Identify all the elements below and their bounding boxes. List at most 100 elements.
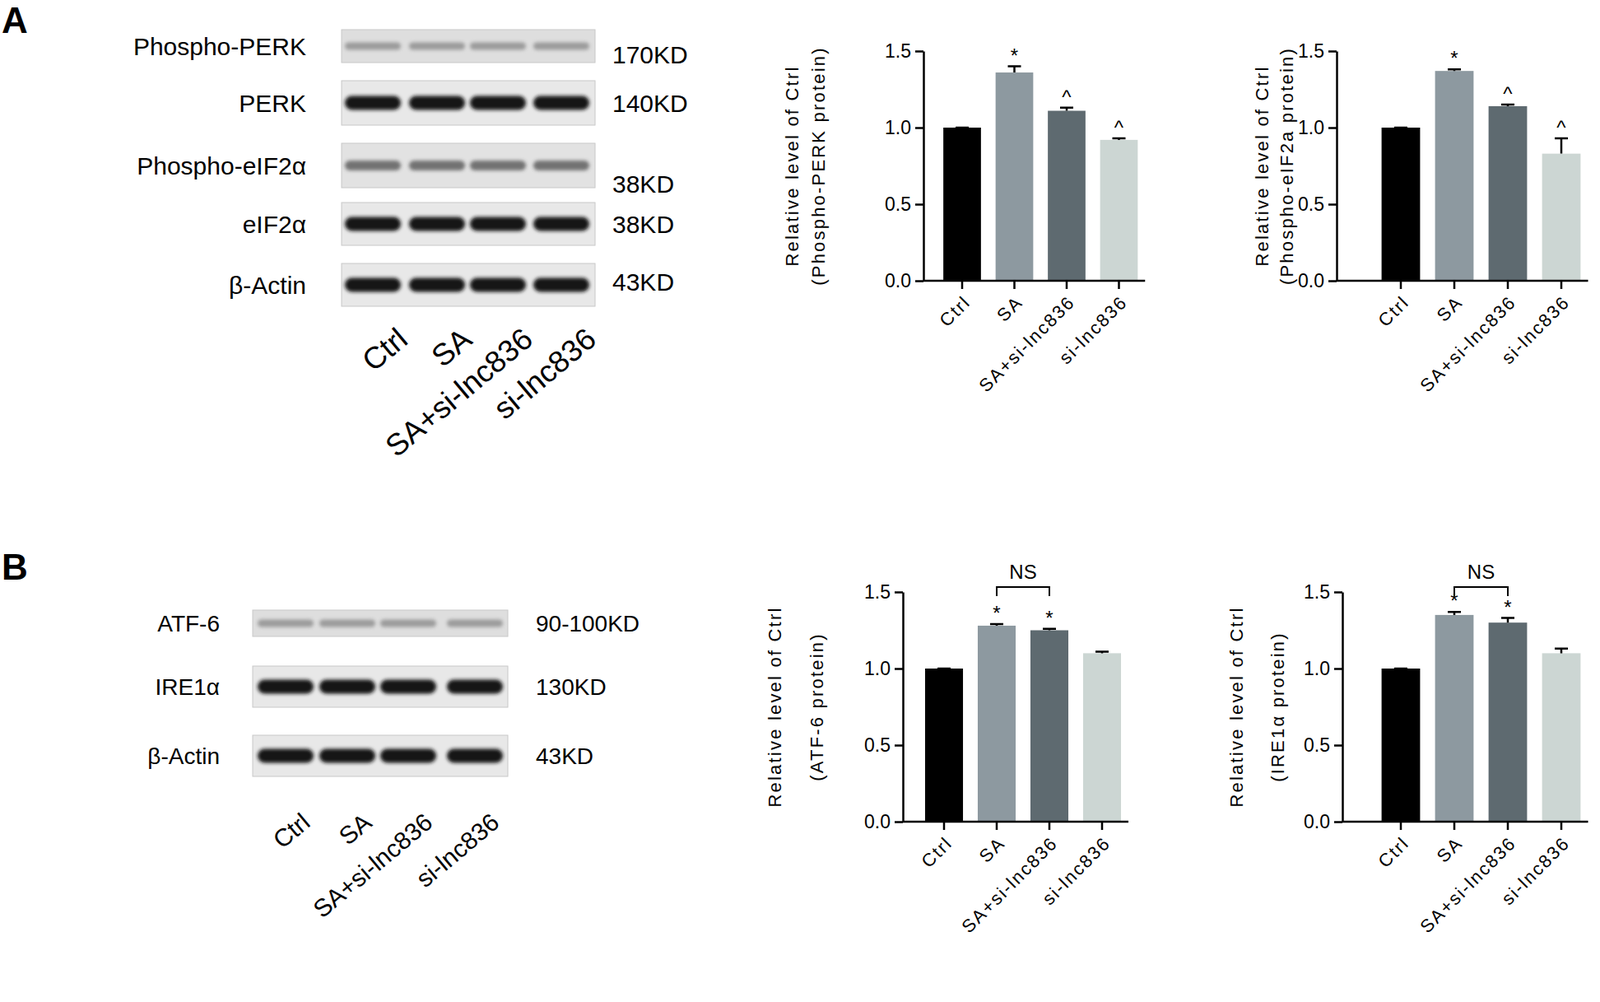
blot-band: [380, 748, 437, 763]
blot-band: [533, 160, 590, 171]
x-tick: si-lnc836: [1037, 821, 1115, 909]
y-axis: 0.0 0.5 1.0 1.5: [864, 581, 903, 833]
y-tick: 1.5: [864, 581, 903, 603]
y-axis-title: Relative level of Ctrl: [1226, 605, 1247, 807]
y-tick-label: 1.0: [1297, 116, 1325, 139]
error-bar: [1554, 648, 1568, 654]
significance-mark: ^: [1114, 116, 1125, 139]
bar: [1381, 127, 1421, 281]
blot-row-label: Phospho-PERK: [133, 32, 307, 61]
y-tick: 0.0: [864, 810, 903, 833]
y-tick-mark: [894, 667, 903, 670]
y-axis-title: (Phospho-eIF2a protein): [1276, 46, 1298, 285]
plot-area: [1381, 69, 1582, 281]
panel-letter: A: [1, 0, 28, 41]
y-tick-label: 1.0: [864, 657, 891, 680]
blot-size-label: 140KD: [612, 89, 689, 117]
x-tick-mark: [1065, 280, 1069, 289]
x-tick-label: Ctrl: [916, 832, 957, 872]
error-bar: [1447, 611, 1461, 615]
error-bar: [990, 623, 1004, 626]
x-tick: SA: [992, 280, 1027, 326]
x-tick: SA+si-lnc836: [957, 821, 1062, 937]
x-tick: si-lnc836: [1497, 280, 1574, 368]
y-tick: 0.0: [884, 269, 924, 292]
y-axis-title: Relative level of Ctrl: [781, 65, 803, 266]
blot-strip: [341, 80, 596, 126]
blot-lane-label: si-lnc836: [410, 807, 504, 892]
y-axis-title: Relative level of Ctrl: [1251, 65, 1273, 266]
blot-band: [533, 96, 590, 111]
y-tick-label: 0.5: [1297, 193, 1325, 215]
blot-band: [409, 278, 466, 293]
blot-band: [469, 160, 526, 171]
y-axis-line: [922, 51, 926, 282]
x-tick-mark: [1101, 821, 1104, 830]
significance-mark: *: [1503, 595, 1512, 619]
x-tick-mark: [1400, 821, 1403, 830]
chart: 0.0 0.5 1.0 1.5 CtrlSASA+si-lnc836si-lnc836 R…: [1251, 40, 1589, 396]
x-tick-label: SA+si-lnc836: [974, 291, 1080, 396]
x-axis: CtrlSASA+si-lnc836si-lnc836: [1336, 280, 1589, 396]
blot-band: [319, 679, 376, 694]
y-tick-mark: [1334, 667, 1343, 670]
x-tick: Ctrl: [1373, 821, 1414, 872]
x-tick: SA+si-lnc836: [1415, 821, 1521, 937]
bar: [1381, 668, 1421, 822]
x-tick-mark: [1560, 280, 1563, 289]
chart: 0.00.51.01.5CtrlSASA+si-lnc836si-lnc836R…: [781, 40, 1146, 396]
chart: 0.00.51.01.5CtrlSASA+si-lnc836si-lnc836R…: [764, 560, 1130, 937]
y-tick: 1.0: [1297, 116, 1337, 139]
bar: [1488, 622, 1528, 822]
blot-size-label: 43KD: [612, 268, 675, 296]
error-bar: [955, 126, 969, 130]
x-tick: si-lnc836: [1497, 821, 1574, 909]
blot-lane-label: si-lnc836: [487, 321, 603, 427]
x-tick-mark: [1506, 821, 1510, 830]
y-tick-mark: [915, 50, 924, 53]
x-tick-label: si-lnc836: [1055, 291, 1132, 368]
y-tick-label: 1.5: [864, 581, 891, 603]
x-tick-label: SA+si-lnc836: [1415, 291, 1521, 396]
y-tick: 1.5: [1297, 40, 1337, 62]
y-tick: 1.5: [884, 40, 924, 62]
x-axis-line: [1336, 279, 1589, 283]
blot-size-label: 130KD: [535, 674, 607, 700]
y-tick-label: 0.5: [864, 734, 891, 756]
y-tick: 1.0: [884, 116, 924, 139]
y-tick-label: 1.5: [1303, 581, 1331, 603]
y-tick-label: 0.0: [1297, 269, 1325, 292]
x-tick: SA: [1432, 821, 1467, 867]
y-tick-mark: [1334, 820, 1343, 824]
blot-size-label: 170KD: [612, 41, 689, 69]
bar: [1030, 630, 1069, 823]
bracket-label: NS: [1009, 560, 1037, 583]
y-tick-label: 0.0: [864, 810, 891, 833]
bar: [1542, 153, 1582, 281]
blot-row-label: Phospho-eIF2α: [136, 152, 307, 180]
x-tick-mark: [1560, 821, 1563, 830]
blot-band: [446, 748, 503, 763]
blot-band: [469, 42, 526, 51]
y-tick: 0.5: [1297, 193, 1337, 215]
bar: [943, 127, 982, 281]
blot: ATF-690-100KDIRE1α130KDβ-Actin43KDCtrlSA…: [147, 609, 640, 923]
error-bar: [1060, 107, 1074, 112]
y-tick-mark: [915, 203, 924, 206]
blot-band: [257, 619, 314, 628]
blot-strip: [341, 29, 596, 63]
plot-area: [925, 623, 1121, 822]
error-bar: [1501, 618, 1515, 624]
y-tick-mark: [915, 126, 924, 130]
blot-size-label: 38KD: [612, 210, 675, 238]
x-tick: si-lnc836: [1055, 280, 1132, 368]
blot-row-label: β-Actin: [228, 271, 307, 299]
blot-band: [319, 748, 376, 763]
y-tick-label: 0.5: [1303, 734, 1331, 756]
y-axis-title: (IRE1α protein): [1267, 631, 1289, 782]
blot-band: [344, 42, 401, 51]
error-bar: [1501, 104, 1515, 107]
x-tick-label: Ctrl: [1373, 291, 1414, 331]
significance-mark: *: [1010, 44, 1019, 67]
x-tick-mark: [961, 280, 964, 289]
